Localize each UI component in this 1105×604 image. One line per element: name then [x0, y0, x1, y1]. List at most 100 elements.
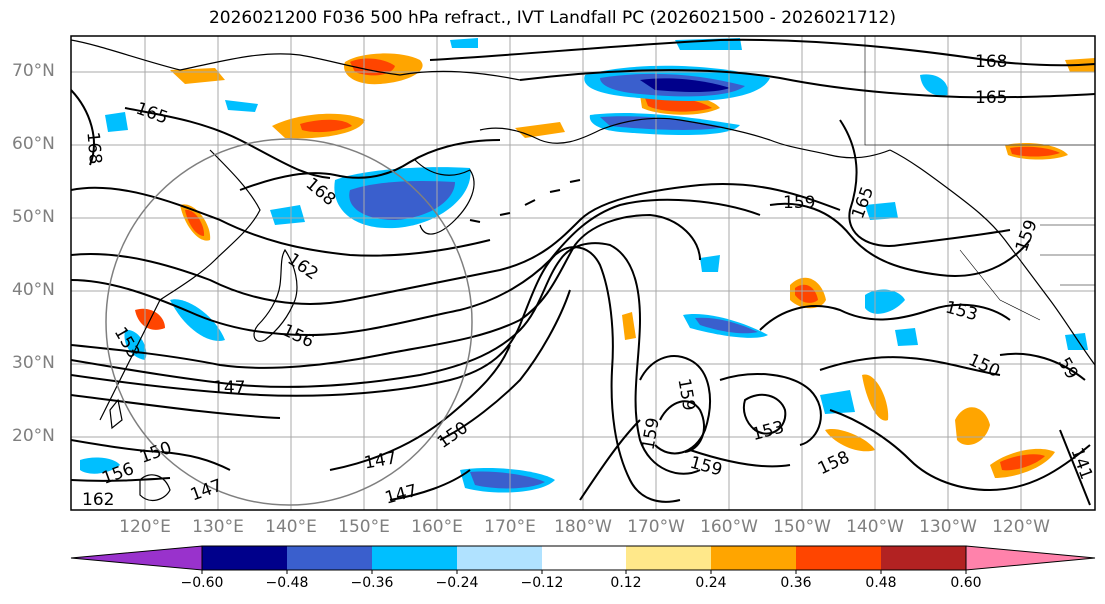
negative-anomaly-patch: [80, 457, 120, 474]
contour-159-a: [71, 183, 841, 305]
north-america-coastline: [889, 149, 1095, 366]
negative-anomaly-patch: [865, 202, 898, 220]
positive-anomaly-patch: [300, 119, 352, 133]
colorbar-bin: [202, 546, 287, 570]
kamchatka-coastline: [414, 159, 475, 235]
negative-anomaly-patch: [700, 255, 720, 272]
lat-label-30n: 30°N: [12, 353, 55, 373]
positive-anomaly-patch: [795, 284, 818, 303]
negative-anomaly-patch: [225, 100, 258, 112]
colorbar-tick-label: 0.12: [610, 575, 642, 591]
lon-label-160e: 160°E: [411, 517, 463, 537]
lat-label-50n: 50°N: [12, 207, 55, 227]
contour-165-east: [839, 119, 1011, 247]
map-plot-area: 168 165 168 165 168 159 165 159 162 156 …: [71, 36, 1095, 510]
contour-147-b: [71, 394, 281, 419]
colorbar-extend-right: [965, 545, 1096, 571]
contour-168-west: [71, 89, 95, 166]
contour-156-a: [71, 198, 761, 337]
negative-anomaly-patch: [349, 180, 455, 220]
philippines-coastline: [139, 474, 171, 502]
taiwan-coastline: [109, 398, 123, 430]
contour-label: 159: [783, 193, 815, 213]
negative-anomaly-patch: [450, 38, 478, 48]
coastlines: [71, 39, 1095, 502]
negative-anomaly-patch: [1065, 333, 1088, 350]
contour-153-a: [71, 213, 701, 369]
colorbar-bin: [711, 546, 796, 570]
lat-label-40n: 40°N: [12, 280, 55, 300]
colorbar-outline: [201, 545, 967, 571]
contour-150-east: [819, 356, 1001, 376]
contour-147-a: [71, 246, 681, 503]
map-title: 2026021200 F036 500 hPa refract., IVT La…: [208, 8, 896, 28]
colorbar-bin: [542, 546, 626, 570]
lon-label-180w: 180°W: [554, 517, 612, 537]
colorbar-tick-label: 0.48: [865, 575, 897, 591]
lon-label-130e: 130°E: [192, 517, 244, 537]
contour-159-c: [689, 449, 791, 468]
range-circle: [105, 138, 473, 506]
positive-anomaly-patch: [622, 312, 636, 340]
contour-153-east: [759, 303, 1011, 331]
negative-anomaly-patch: [695, 317, 758, 334]
map-frame: [70, 35, 1096, 511]
colorbar-tick-label: −0.36: [350, 575, 394, 591]
lon-label-170e: 170°E: [484, 517, 536, 537]
lat-label-60n: 60°N: [12, 134, 55, 154]
contour-168-north: [429, 38, 1095, 67]
contour-156-east: [829, 409, 1091, 492]
lon-label-150w: 150°W: [773, 517, 831, 537]
contour-159-se: [999, 352, 1086, 381]
contour-159-east: [769, 202, 1031, 277]
contour-label: 165: [975, 88, 1007, 108]
colorbar-tick-label: −0.12: [520, 575, 564, 591]
contour-157-loop: [742, 393, 787, 435]
colorbar-tick-label: −0.24: [435, 575, 479, 591]
negative-anomaly-patch: [270, 205, 305, 225]
colorbar-tick-label: 0.36: [780, 575, 812, 591]
colorbar-bin: [626, 546, 711, 570]
lon-label-120w: 120°W: [992, 517, 1050, 537]
lat-label-20n: 20°N: [12, 426, 55, 446]
lon-label-120e: 120°E: [119, 517, 171, 537]
asia-coastline: [71, 39, 521, 421]
positive-anomaly-patch: [955, 407, 990, 445]
colorbar-bin: [287, 546, 372, 570]
contour-162-a: [71, 186, 491, 257]
lon-label-130w: 130°W: [919, 517, 977, 537]
lon-label-150e: 150°E: [338, 517, 390, 537]
negative-anomaly-patch: [920, 74, 949, 96]
positive-anomaly-patch: [1010, 146, 1060, 157]
positive-anomaly-patch: [185, 209, 205, 236]
contour-168-mid: [239, 139, 501, 191]
negative-anomaly-patch: [600, 116, 725, 130]
japan-coastline: [253, 248, 298, 342]
lon-label-170w: 170°W: [627, 517, 685, 537]
lon-label-140w: 140°W: [846, 517, 904, 537]
colorbar-bin: [372, 546, 457, 570]
contour-141-east: [1059, 429, 1091, 506]
colorbar-tick-label: −0.48: [265, 575, 309, 591]
colorbar-tick-label: 0.60: [950, 575, 982, 591]
negative-anomaly-patch: [470, 471, 545, 489]
contour-150-b: [439, 289, 571, 441]
colorbar-bin: [881, 546, 966, 570]
colorbar: [70, 545, 1096, 574]
aleutian-islands: [469, 179, 581, 223]
negative-anomaly-patch: [640, 78, 730, 92]
negative-anomaly-patch: [105, 112, 128, 132]
contour-150-a: [71, 242, 701, 475]
contour-159-b: [639, 355, 711, 455]
contour-south-loop: [579, 419, 641, 501]
colorbar-tick-label: 0.24: [695, 575, 727, 591]
negative-anomaly-patch: [820, 390, 855, 414]
political-borders: [864, 36, 1095, 321]
contour-lines: [71, 38, 1095, 506]
colorbar-extend-left: [70, 545, 203, 571]
positive-anomaly-patch: [645, 96, 712, 112]
positive-anomaly-patch: [1000, 454, 1045, 471]
colorbar-tick-label: −0.60: [180, 575, 224, 591]
positive-anomaly-patch: [350, 58, 395, 76]
